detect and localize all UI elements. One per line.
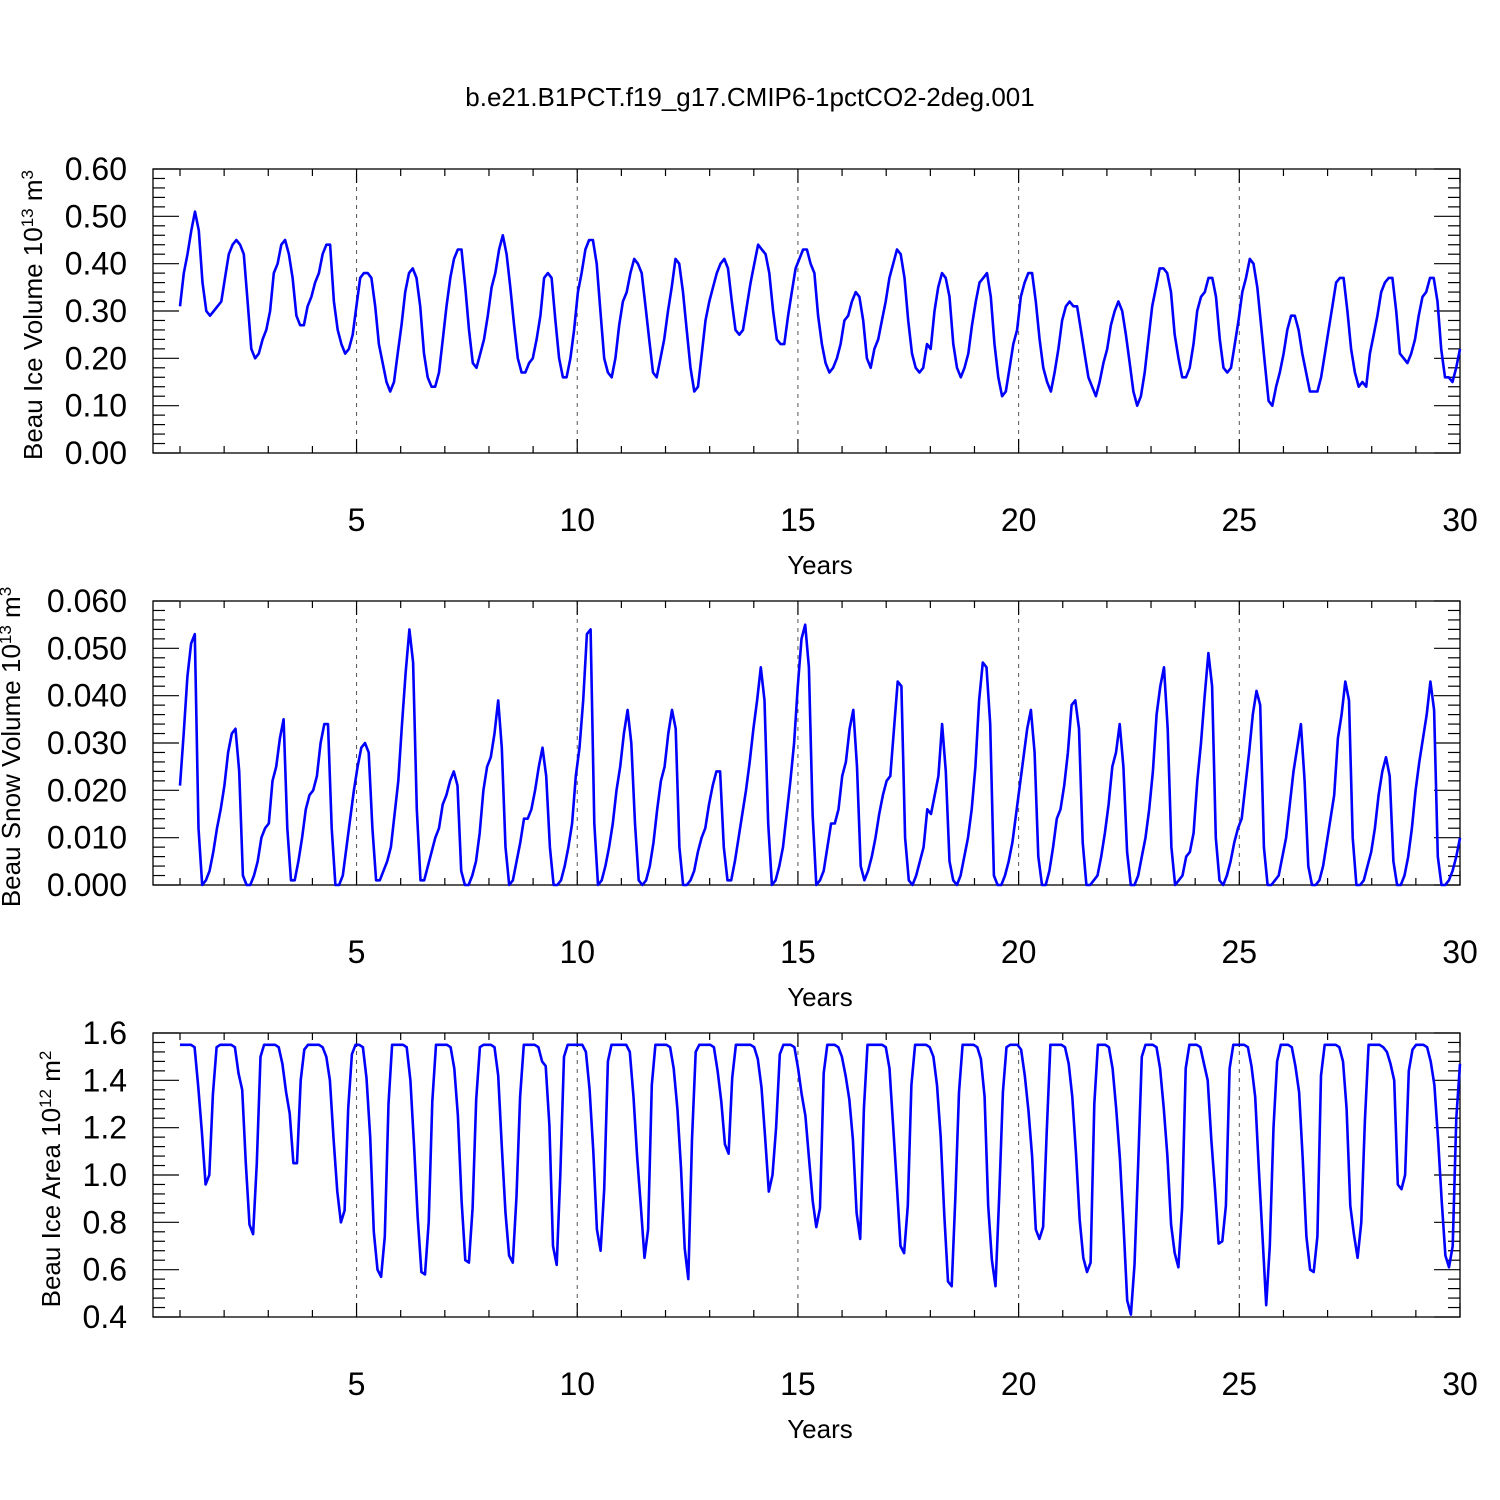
y-tick-label: 0.20 — [65, 340, 127, 376]
x-tick-label: 5 — [348, 1366, 366, 1402]
y-axis-label-exponent: 12 — [36, 1089, 55, 1108]
ice-area-panel: 0.4 0.6 0.8 1.0 1.2 1.4 1.6 5 10 15 20 25 30 Years B… — [36, 1015, 1478, 1444]
figure-title: b.e21.B1PCT.f19_g17.CMIP6-1pctCO2-2deg.0… — [465, 82, 1034, 112]
y-tick-label: 0.050 — [47, 630, 127, 666]
y-tick-label: 0.030 — [47, 725, 127, 761]
y-axis-label-unit-exponent: 3 — [0, 587, 15, 596]
y-tick-label: 0.060 — [47, 583, 127, 619]
y-axis-label-unit-exponent: 3 — [18, 170, 37, 179]
y-tick-label: 0.00 — [65, 435, 127, 471]
snow-volume-panel: 0.000 0.010 0.020 0.030 0.040 0.050 0.060 5 10 15… — [0, 583, 1478, 1012]
snow-volume-series-line — [178, 623, 1462, 887]
y-axis-label-exponent: 13 — [0, 625, 15, 644]
y-tick-label: 1.4 — [83, 1062, 127, 1098]
x-tick-label: 15 — [780, 934, 816, 970]
y-tick-label: 0.4 — [83, 1299, 127, 1335]
x-tick-label: 20 — [1001, 934, 1037, 970]
y-axis-label: Beau Ice Area 1012 m2 — [36, 1051, 67, 1308]
y-tick-label: 0.30 — [65, 293, 127, 329]
y-tick-label: 0.50 — [65, 198, 127, 234]
y-axis-label: Beau Snow Volume 1013 m3 — [0, 587, 26, 907]
y-tick-label: 1.6 — [83, 1015, 127, 1051]
x-tick-label: 20 — [1001, 502, 1037, 538]
x-tick-label: 10 — [559, 934, 595, 970]
x-tick-label: 20 — [1001, 1366, 1037, 1402]
y-tick-label: 0.8 — [83, 1204, 127, 1240]
x-axis-label: Years — [787, 550, 853, 580]
x-tick-label: 25 — [1222, 1366, 1258, 1402]
y-axis-label-exponent: 13 — [18, 208, 37, 227]
y-tick-label: 1.0 — [83, 1157, 127, 1193]
y-axis-label-unit: m — [18, 179, 48, 208]
x-tick-label: 25 — [1222, 502, 1258, 538]
y-tick-label: 0.010 — [47, 820, 127, 856]
x-tick-label: 25 — [1222, 934, 1258, 970]
y-axis-label-main: Beau Ice Area 10 — [36, 1108, 66, 1307]
plot-frame — [152, 168, 1461, 454]
x-axis-label: Years — [787, 1414, 853, 1444]
y-tick-label: 0.040 — [47, 678, 127, 714]
x-tick-label: 15 — [780, 502, 816, 538]
y-axis-label-unit: m — [36, 1060, 66, 1089]
ice-area-series-line — [180, 1043, 1462, 1316]
x-tick-label: 10 — [559, 1366, 595, 1402]
x-tick-label: 10 — [559, 502, 595, 538]
ice-volume-series-line — [178, 210, 1462, 407]
y-tick-label: 0.6 — [83, 1252, 127, 1288]
y-axis-label-main: Beau Ice Volume 10 — [18, 227, 48, 460]
y-tick-label: 0.020 — [47, 772, 127, 808]
x-tick-label: 30 — [1442, 502, 1478, 538]
ice-volume-panel: 0.000.100.200.300.400.500.605 10 15 20 25 30 … — [18, 151, 1478, 580]
y-axis-label-main: Beau Snow Volume 10 — [0, 644, 26, 907]
y-tick-label: 1.2 — [83, 1110, 127, 1146]
x-tick-label: 5 — [348, 934, 366, 970]
y-axis-label: Beau Ice Volume 1013 m3 — [18, 170, 49, 460]
y-axis-label-unit-exponent: 2 — [36, 1051, 55, 1060]
y-axis-label-unit: m — [0, 596, 26, 625]
x-tick-label: 30 — [1442, 934, 1478, 970]
x-tick-label: 15 — [780, 1366, 816, 1402]
y-tick-label: 0.000 — [47, 867, 127, 903]
x-tick-label: 5 — [348, 502, 366, 538]
x-tick-label: 30 — [1442, 1366, 1478, 1402]
y-tick-label: 0.60 — [65, 151, 127, 187]
y-tick-label: 0.10 — [65, 388, 127, 424]
x-axis-label: Years — [787, 982, 853, 1012]
y-tick-label: 0.40 — [65, 246, 127, 282]
